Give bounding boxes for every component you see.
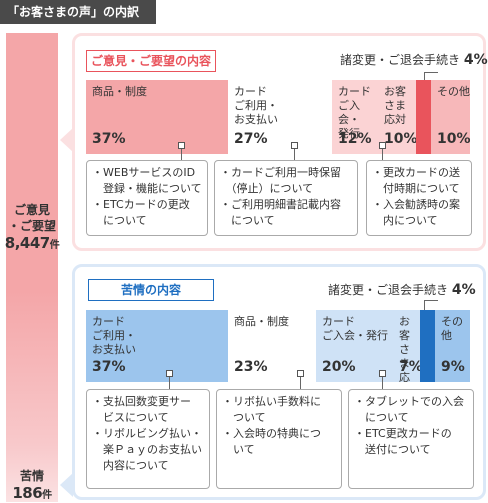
complaint-detail-item: ・リボルビング払い・ 楽Ｐａｙのお支払い 内容について — [92, 427, 202, 472]
opinion-detail-item: ・ご利用明細書記載内容 について — [220, 198, 341, 227]
opinion-segment-pct: 10% — [437, 131, 470, 147]
opinion-connector-line — [382, 144, 383, 160]
opinion-segment: お客 さま 応対 10% — [378, 80, 416, 154]
complaint-segment: その他 9% — [435, 310, 470, 382]
complaint-segment-label: その他 — [441, 315, 463, 342]
complaint-segment-pct: 37% — [92, 359, 126, 375]
complaint-segment-pct: 20% — [322, 359, 356, 375]
complaint-connector-dot — [379, 370, 386, 377]
complaint-segment-label: カード ご利用・ お支払い — [92, 315, 136, 356]
opinion-connector-dot — [178, 142, 185, 149]
complaint-segment — [420, 310, 435, 382]
opinion-count-value: 8,447 — [4, 234, 50, 252]
complaint-connector-line — [300, 372, 301, 389]
opinion-note-pct: 4% — [463, 52, 488, 68]
opinion-detail-bubble: ・カードご利用一時保留 （停止）について ・ご利用明細書記載内容 について — [214, 160, 358, 236]
complaint-connector-dot — [166, 370, 173, 377]
complaint-segment: カード ご利用・ お支払い 37% — [86, 310, 228, 382]
opinion-connector-line — [294, 144, 295, 160]
complaint-detail-bubble: ・タブレットでの入会 について ・ETC更改カードの 送付について — [348, 389, 474, 489]
complaint-count: 186件 — [0, 484, 64, 503]
complaint-panel-pointer — [60, 473, 73, 497]
opinion-segment: カード ご利用・ お支払い 27% — [228, 80, 332, 154]
opinion-detail-item: ・WEBサービスのID 登録・機能について — [92, 166, 202, 195]
complaint-procedure-note: 諸変更・ご退会手続き 4% — [328, 282, 476, 298]
complaint-segment: お客 さま 応対7% — [393, 310, 420, 382]
complaint-detail-bubble: ・リボ払い手数料に ついて ・入会時の特典につ いて — [216, 389, 342, 489]
opinion-section-title: ご意見・ご要望の内容 — [86, 50, 216, 72]
opinion-detail-bubble: ・WEBサービスのID 登録・機能について ・ETCカードの更改 について — [86, 160, 208, 236]
category-sidebar — [6, 33, 58, 502]
complaint-segment-label: お客 さま 応対 — [399, 315, 410, 382]
complaint-detail-item: ・タブレットでの入会 について — [354, 395, 464, 424]
complaint-category-name: 苦情 — [19, 469, 44, 483]
complaint-detail-item: ・入会時の特典につ いて — [222, 427, 321, 456]
complaint-note-label: 諸変更・ご退会手続き — [328, 283, 449, 297]
page-title: 「お客さまの声」の内訳 — [0, 0, 156, 24]
opinion-detail-item: ・更改カードの送 付時期について — [372, 166, 460, 195]
complaint-note-leader — [424, 300, 438, 310]
opinion-connector-line — [181, 144, 182, 160]
opinion-segment: カード ご入会・ 発行 12% — [332, 80, 378, 154]
opinion-detail-item: ・入会勧誘時の案 内について — [372, 198, 460, 227]
complaint-detail-item: ・リボ払い手数料に ついて — [222, 395, 321, 424]
opinion-segment-pct: 37% — [92, 131, 126, 147]
opinion-segment-label: カード ご利用・ お支払い — [234, 85, 278, 126]
opinion-category-label: ご意見 ・ご要望 8,447件 — [0, 202, 64, 255]
opinion-segment-pct: 12% — [338, 131, 372, 147]
opinion-segment-label: 商品・制度 — [92, 85, 147, 98]
opinion-segment-label: その他 — [437, 85, 470, 98]
opinion-segment-pct: 10% — [384, 131, 416, 147]
opinion-connector-dot — [379, 142, 386, 149]
complaint-connector-line — [169, 372, 170, 389]
complaint-category-label: 苦情 186件 — [0, 468, 64, 503]
opinion-count-unit: 件 — [49, 240, 60, 251]
opinion-segment-label: お客 さま 応対 — [384, 85, 406, 126]
opinion-segment-label: カード ご入会・ 発行 — [338, 85, 371, 140]
opinion-detail-item: ・ETCカードの更改 について — [92, 198, 190, 227]
opinion-note-leader — [424, 72, 438, 82]
opinion-segment: その他 10% — [431, 80, 470, 154]
opinion-segment-pct: 27% — [234, 131, 268, 147]
opinion-detail-bubble: ・更改カードの送 付時期について ・入会勧誘時の案 内について — [366, 160, 472, 236]
opinion-note-label: 諸変更・ご退会手続き — [340, 53, 461, 67]
complaint-detail-item: ・支払回数変更サー ビスについて — [92, 395, 191, 424]
opinion-detail-item: ・カードご利用一時保留 （停止）について — [220, 166, 341, 195]
complaint-note-pct: 4% — [451, 282, 476, 298]
complaint-detail-bubble: ・支払回数変更サー ビスについて・リボルビング払い・ 楽Ｐａｙのお支払い 内容に… — [86, 389, 210, 489]
complaint-segment-pct: 9% — [441, 359, 465, 375]
opinion-connector-dot — [291, 142, 298, 149]
opinion-breakdown-bar: 商品・制度 37% カード ご利用・ お支払い 27% カード ご入会・ 発行 12% お客… — [86, 80, 470, 154]
opinion-category-name: ご意見 ・ご要望 — [7, 203, 56, 233]
complaint-segment-label: カード ご入会・発行 — [322, 315, 388, 342]
opinion-segment: 商品・制度 37% — [86, 80, 228, 154]
complaint-count-value: 186 — [12, 484, 43, 502]
complaint-detail-item: ・ETC更改カードの 送付について — [354, 427, 452, 456]
opinion-panel-pointer — [60, 128, 73, 152]
opinion-count: 8,447件 — [0, 234, 64, 255]
complaint-section-title: 苦情の内容 — [88, 279, 214, 301]
complaint-connector-dot — [297, 370, 304, 377]
complaint-segment: 商品・制度 23% — [228, 310, 316, 382]
opinion-segment — [416, 80, 431, 154]
complaint-count-unit: 件 — [42, 490, 52, 501]
complaint-segment-pct: 7% — [399, 359, 420, 375]
opinion-procedure-note: 諸変更・ご退会手続き 4% — [340, 52, 488, 68]
complaint-segment-pct: 23% — [234, 359, 268, 375]
complaint-segment-label: 商品・制度 — [234, 315, 289, 328]
complaint-connector-line — [382, 372, 383, 389]
complaint-breakdown-bar: カード ご利用・ お支払い 37% 商品・制度 23% カード ご入会・発行 20% お客 … — [86, 310, 470, 382]
